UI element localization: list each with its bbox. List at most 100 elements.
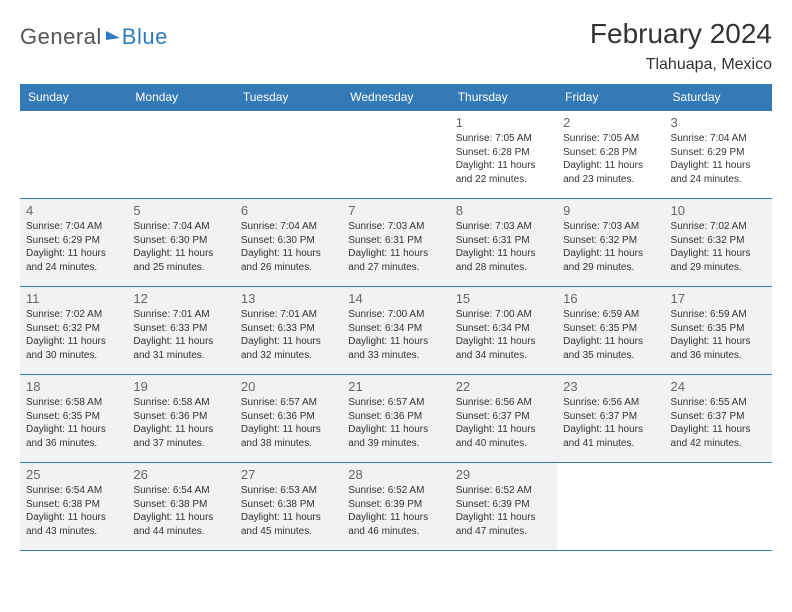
daylight-text: Daylight: 11 hours	[671, 247, 766, 261]
sunrise-text: Sunrise: 6:56 AM	[456, 396, 551, 410]
sunset-text: Sunset: 6:35 PM	[26, 410, 121, 424]
daylight-text: and 33 minutes.	[348, 349, 443, 363]
sunset-text: Sunset: 6:36 PM	[133, 410, 228, 424]
calendar-cell: 23Sunrise: 6:56 AMSunset: 6:37 PMDayligh…	[557, 375, 664, 463]
daylight-text: Daylight: 11 hours	[563, 159, 658, 173]
calendar-cell: 26Sunrise: 6:54 AMSunset: 6:38 PMDayligh…	[127, 463, 234, 551]
day-header: Wednesday	[342, 84, 449, 111]
sunrise-text: Sunrise: 6:52 AM	[456, 484, 551, 498]
day-number: 5	[133, 203, 228, 218]
sunset-text: Sunset: 6:29 PM	[671, 146, 766, 160]
day-number: 14	[348, 291, 443, 306]
daylight-text: and 29 minutes.	[671, 261, 766, 275]
calendar-row: 25Sunrise: 6:54 AMSunset: 6:38 PMDayligh…	[20, 463, 772, 551]
daylight-text: and 28 minutes.	[456, 261, 551, 275]
day-header-row: Sunday Monday Tuesday Wednesday Thursday…	[20, 84, 772, 111]
sunset-text: Sunset: 6:32 PM	[26, 322, 121, 336]
daylight-text: and 46 minutes.	[348, 525, 443, 539]
triangle-icon	[106, 29, 120, 40]
daylight-text: Daylight: 11 hours	[133, 423, 228, 437]
daylight-text: Daylight: 11 hours	[241, 335, 336, 349]
sunrise-text: Sunrise: 7:03 AM	[456, 220, 551, 234]
calendar-cell: 7Sunrise: 7:03 AMSunset: 6:31 PMDaylight…	[342, 199, 449, 287]
sunset-text: Sunset: 6:38 PM	[26, 498, 121, 512]
logo: General Blue	[20, 18, 168, 50]
sunset-text: Sunset: 6:38 PM	[133, 498, 228, 512]
daylight-text: Daylight: 11 hours	[241, 423, 336, 437]
calendar-cell: 8Sunrise: 7:03 AMSunset: 6:31 PMDaylight…	[450, 199, 557, 287]
calendar-cell: 19Sunrise: 6:58 AMSunset: 6:36 PMDayligh…	[127, 375, 234, 463]
calendar-cell: 25Sunrise: 6:54 AMSunset: 6:38 PMDayligh…	[20, 463, 127, 551]
daylight-text: and 34 minutes.	[456, 349, 551, 363]
sunrise-text: Sunrise: 6:56 AM	[563, 396, 658, 410]
sunrise-text: Sunrise: 7:05 AM	[563, 132, 658, 146]
daylight-text: and 44 minutes.	[133, 525, 228, 539]
daylight-text: Daylight: 11 hours	[26, 423, 121, 437]
sunrise-text: Sunrise: 7:05 AM	[456, 132, 551, 146]
calendar-cell	[665, 463, 772, 551]
daylight-text: and 36 minutes.	[26, 437, 121, 451]
sunrise-text: Sunrise: 7:00 AM	[456, 308, 551, 322]
sunrise-text: Sunrise: 6:57 AM	[241, 396, 336, 410]
daylight-text: Daylight: 11 hours	[456, 423, 551, 437]
day-number: 18	[26, 379, 121, 394]
sunset-text: Sunset: 6:33 PM	[133, 322, 228, 336]
sunrise-text: Sunrise: 6:59 AM	[671, 308, 766, 322]
day-number: 11	[26, 291, 121, 306]
sunset-text: Sunset: 6:35 PM	[563, 322, 658, 336]
daylight-text: and 35 minutes.	[563, 349, 658, 363]
calendar-cell	[127, 111, 234, 199]
calendar-cell: 9Sunrise: 7:03 AMSunset: 6:32 PMDaylight…	[557, 199, 664, 287]
day-header: Tuesday	[235, 84, 342, 111]
daylight-text: Daylight: 11 hours	[26, 247, 121, 261]
calendar-row: 4Sunrise: 7:04 AMSunset: 6:29 PMDaylight…	[20, 199, 772, 287]
daylight-text: Daylight: 11 hours	[26, 511, 121, 525]
daylight-text: and 22 minutes.	[456, 173, 551, 187]
daylight-text: Daylight: 11 hours	[671, 159, 766, 173]
day-number: 29	[456, 467, 551, 482]
daylight-text: and 31 minutes.	[133, 349, 228, 363]
sunset-text: Sunset: 6:30 PM	[241, 234, 336, 248]
sunrise-text: Sunrise: 6:55 AM	[671, 396, 766, 410]
daylight-text: and 41 minutes.	[563, 437, 658, 451]
day-number: 26	[133, 467, 228, 482]
daylight-text: Daylight: 11 hours	[456, 159, 551, 173]
calendar-cell	[342, 111, 449, 199]
daylight-text: Daylight: 11 hours	[348, 423, 443, 437]
day-number: 9	[563, 203, 658, 218]
sunrise-text: Sunrise: 6:53 AM	[241, 484, 336, 498]
calendar-cell: 10Sunrise: 7:02 AMSunset: 6:32 PMDayligh…	[665, 199, 772, 287]
sunset-text: Sunset: 6:31 PM	[348, 234, 443, 248]
sunrise-text: Sunrise: 6:58 AM	[133, 396, 228, 410]
daylight-text: and 24 minutes.	[671, 173, 766, 187]
day-header: Thursday	[450, 84, 557, 111]
daylight-text: and 23 minutes.	[563, 173, 658, 187]
daylight-text: and 39 minutes.	[348, 437, 443, 451]
calendar-row: 11Sunrise: 7:02 AMSunset: 6:32 PMDayligh…	[20, 287, 772, 375]
logo-text-general: General	[20, 24, 102, 50]
calendar-table: Sunday Monday Tuesday Wednesday Thursday…	[20, 84, 772, 551]
sunrise-text: Sunrise: 7:04 AM	[671, 132, 766, 146]
daylight-text: Daylight: 11 hours	[456, 511, 551, 525]
sunset-text: Sunset: 6:30 PM	[133, 234, 228, 248]
calendar-cell: 27Sunrise: 6:53 AMSunset: 6:38 PMDayligh…	[235, 463, 342, 551]
day-number: 7	[348, 203, 443, 218]
day-header: Saturday	[665, 84, 772, 111]
daylight-text: and 40 minutes.	[456, 437, 551, 451]
sunset-text: Sunset: 6:32 PM	[671, 234, 766, 248]
sunset-text: Sunset: 6:39 PM	[348, 498, 443, 512]
daylight-text: Daylight: 11 hours	[241, 511, 336, 525]
day-number: 12	[133, 291, 228, 306]
sunrise-text: Sunrise: 7:04 AM	[26, 220, 121, 234]
header: General Blue February 2024 Tlahuapa, Mex…	[20, 18, 772, 74]
calendar-cell: 4Sunrise: 7:04 AMSunset: 6:29 PMDaylight…	[20, 199, 127, 287]
daylight-text: and 36 minutes.	[671, 349, 766, 363]
daylight-text: Daylight: 11 hours	[26, 335, 121, 349]
day-header: Sunday	[20, 84, 127, 111]
daylight-text: and 32 minutes.	[241, 349, 336, 363]
calendar-cell: 17Sunrise: 6:59 AMSunset: 6:35 PMDayligh…	[665, 287, 772, 375]
daylight-text: Daylight: 11 hours	[133, 511, 228, 525]
daylight-text: Daylight: 11 hours	[133, 247, 228, 261]
day-number: 16	[563, 291, 658, 306]
sunset-text: Sunset: 6:34 PM	[456, 322, 551, 336]
